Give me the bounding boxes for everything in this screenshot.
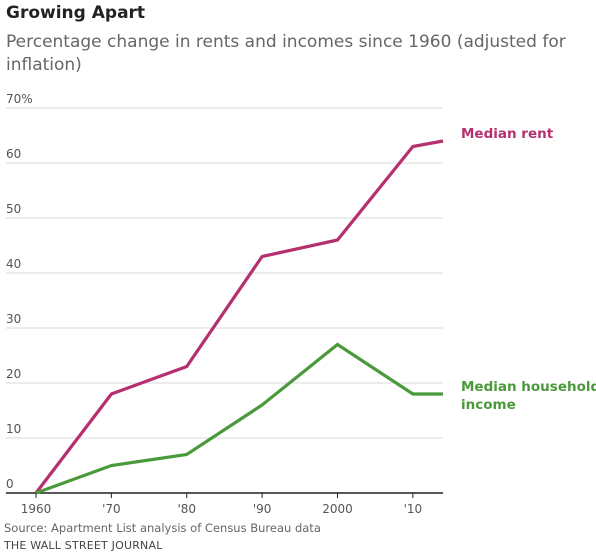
- x-axis-tick-labels: 1960 '70 '80 '90 2000 '10: [21, 502, 422, 516]
- x-tick-label: '90: [253, 502, 272, 516]
- x-tick-label: '80: [177, 502, 196, 516]
- series-lines: [34, 139, 444, 495]
- series-line-median-household-income: [35, 342, 443, 495]
- x-axis: [6, 492, 443, 498]
- y-tick-label: 20: [6, 367, 21, 381]
- series-label: Median rent: [461, 126, 554, 142]
- y-tick-label: 0: [6, 477, 14, 491]
- y-tick-label: 70%: [6, 92, 33, 106]
- series-line-median-rent: [34, 139, 444, 494]
- x-tick-label: 2000: [322, 502, 353, 516]
- y-tick-label: 50: [6, 202, 21, 216]
- x-tick-label: 1960: [21, 502, 52, 516]
- chart-title: Growing Apart: [6, 3, 146, 23]
- gridlines: [6, 107, 443, 439]
- y-axis-tick-labels: 0 10 20 30 40 50 60 70%: [6, 92, 33, 491]
- chart-subtitle: Percentage change in rents and incomes s…: [6, 32, 566, 75]
- y-tick-label: 60: [6, 147, 21, 161]
- x-tick-label: '70: [102, 502, 121, 516]
- x-tick-label: '10: [404, 502, 423, 516]
- y-tick-label: 40: [6, 257, 21, 271]
- series-labels: Median rent Median household income: [461, 126, 596, 413]
- line-chart: 0 10 20 30 40 50 60 70% 1960 '70 '80 '90 2000 '10 Me…: [6, 92, 596, 516]
- series-label: Median household income: [461, 379, 596, 413]
- y-tick-label: 10: [6, 422, 21, 436]
- publisher-credit: THE WALL STREET JOURNAL: [4, 539, 163, 552]
- source-note: Source: Apartment List analysis of Censu…: [4, 521, 321, 535]
- y-tick-label: 30: [6, 312, 21, 326]
